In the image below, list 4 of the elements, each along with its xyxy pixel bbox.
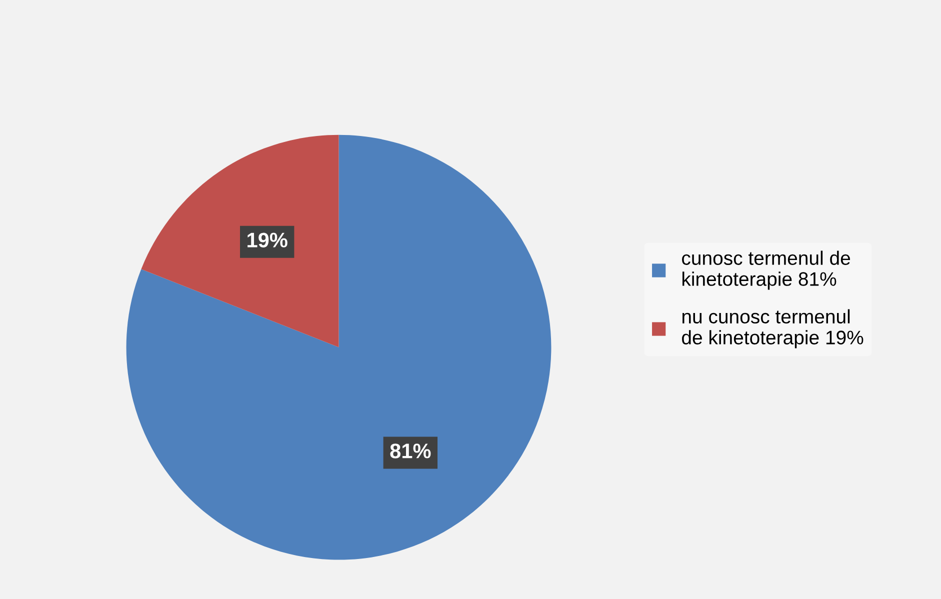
data-label: 19% (248, 232, 288, 248)
legend-label: cunosc termenul de kinetoterapie 81% (682, 250, 850, 290)
data-label: 81% (390, 444, 431, 458)
legend-label: nu cunosc termenul de kinetoterapie 19% (682, 309, 864, 348)
